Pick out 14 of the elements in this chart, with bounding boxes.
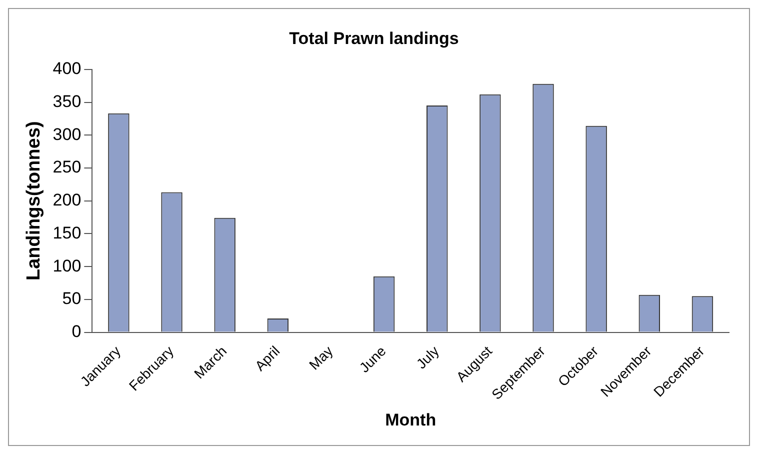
y-tick-label: 100 (52, 256, 82, 276)
x-tick-label: July (413, 342, 442, 372)
x-tick-label: May (306, 342, 336, 373)
y-tick-label: 250 (52, 158, 82, 177)
y-tick-label: 50 (62, 289, 82, 308)
y-tick-label: 300 (52, 124, 82, 144)
y-tick-label: 200 (52, 190, 82, 210)
x-axis-title: Month (385, 410, 436, 430)
y-tick-label: 350 (52, 92, 82, 111)
y-tick-label: 0 (72, 322, 82, 341)
y-tick-label: 150 (52, 223, 82, 242)
y-tick-label: 400 (52, 59, 82, 78)
chart-title: Total Prawn landings (289, 28, 459, 48)
y-axis-title: Landings(tonnes) (24, 121, 45, 281)
